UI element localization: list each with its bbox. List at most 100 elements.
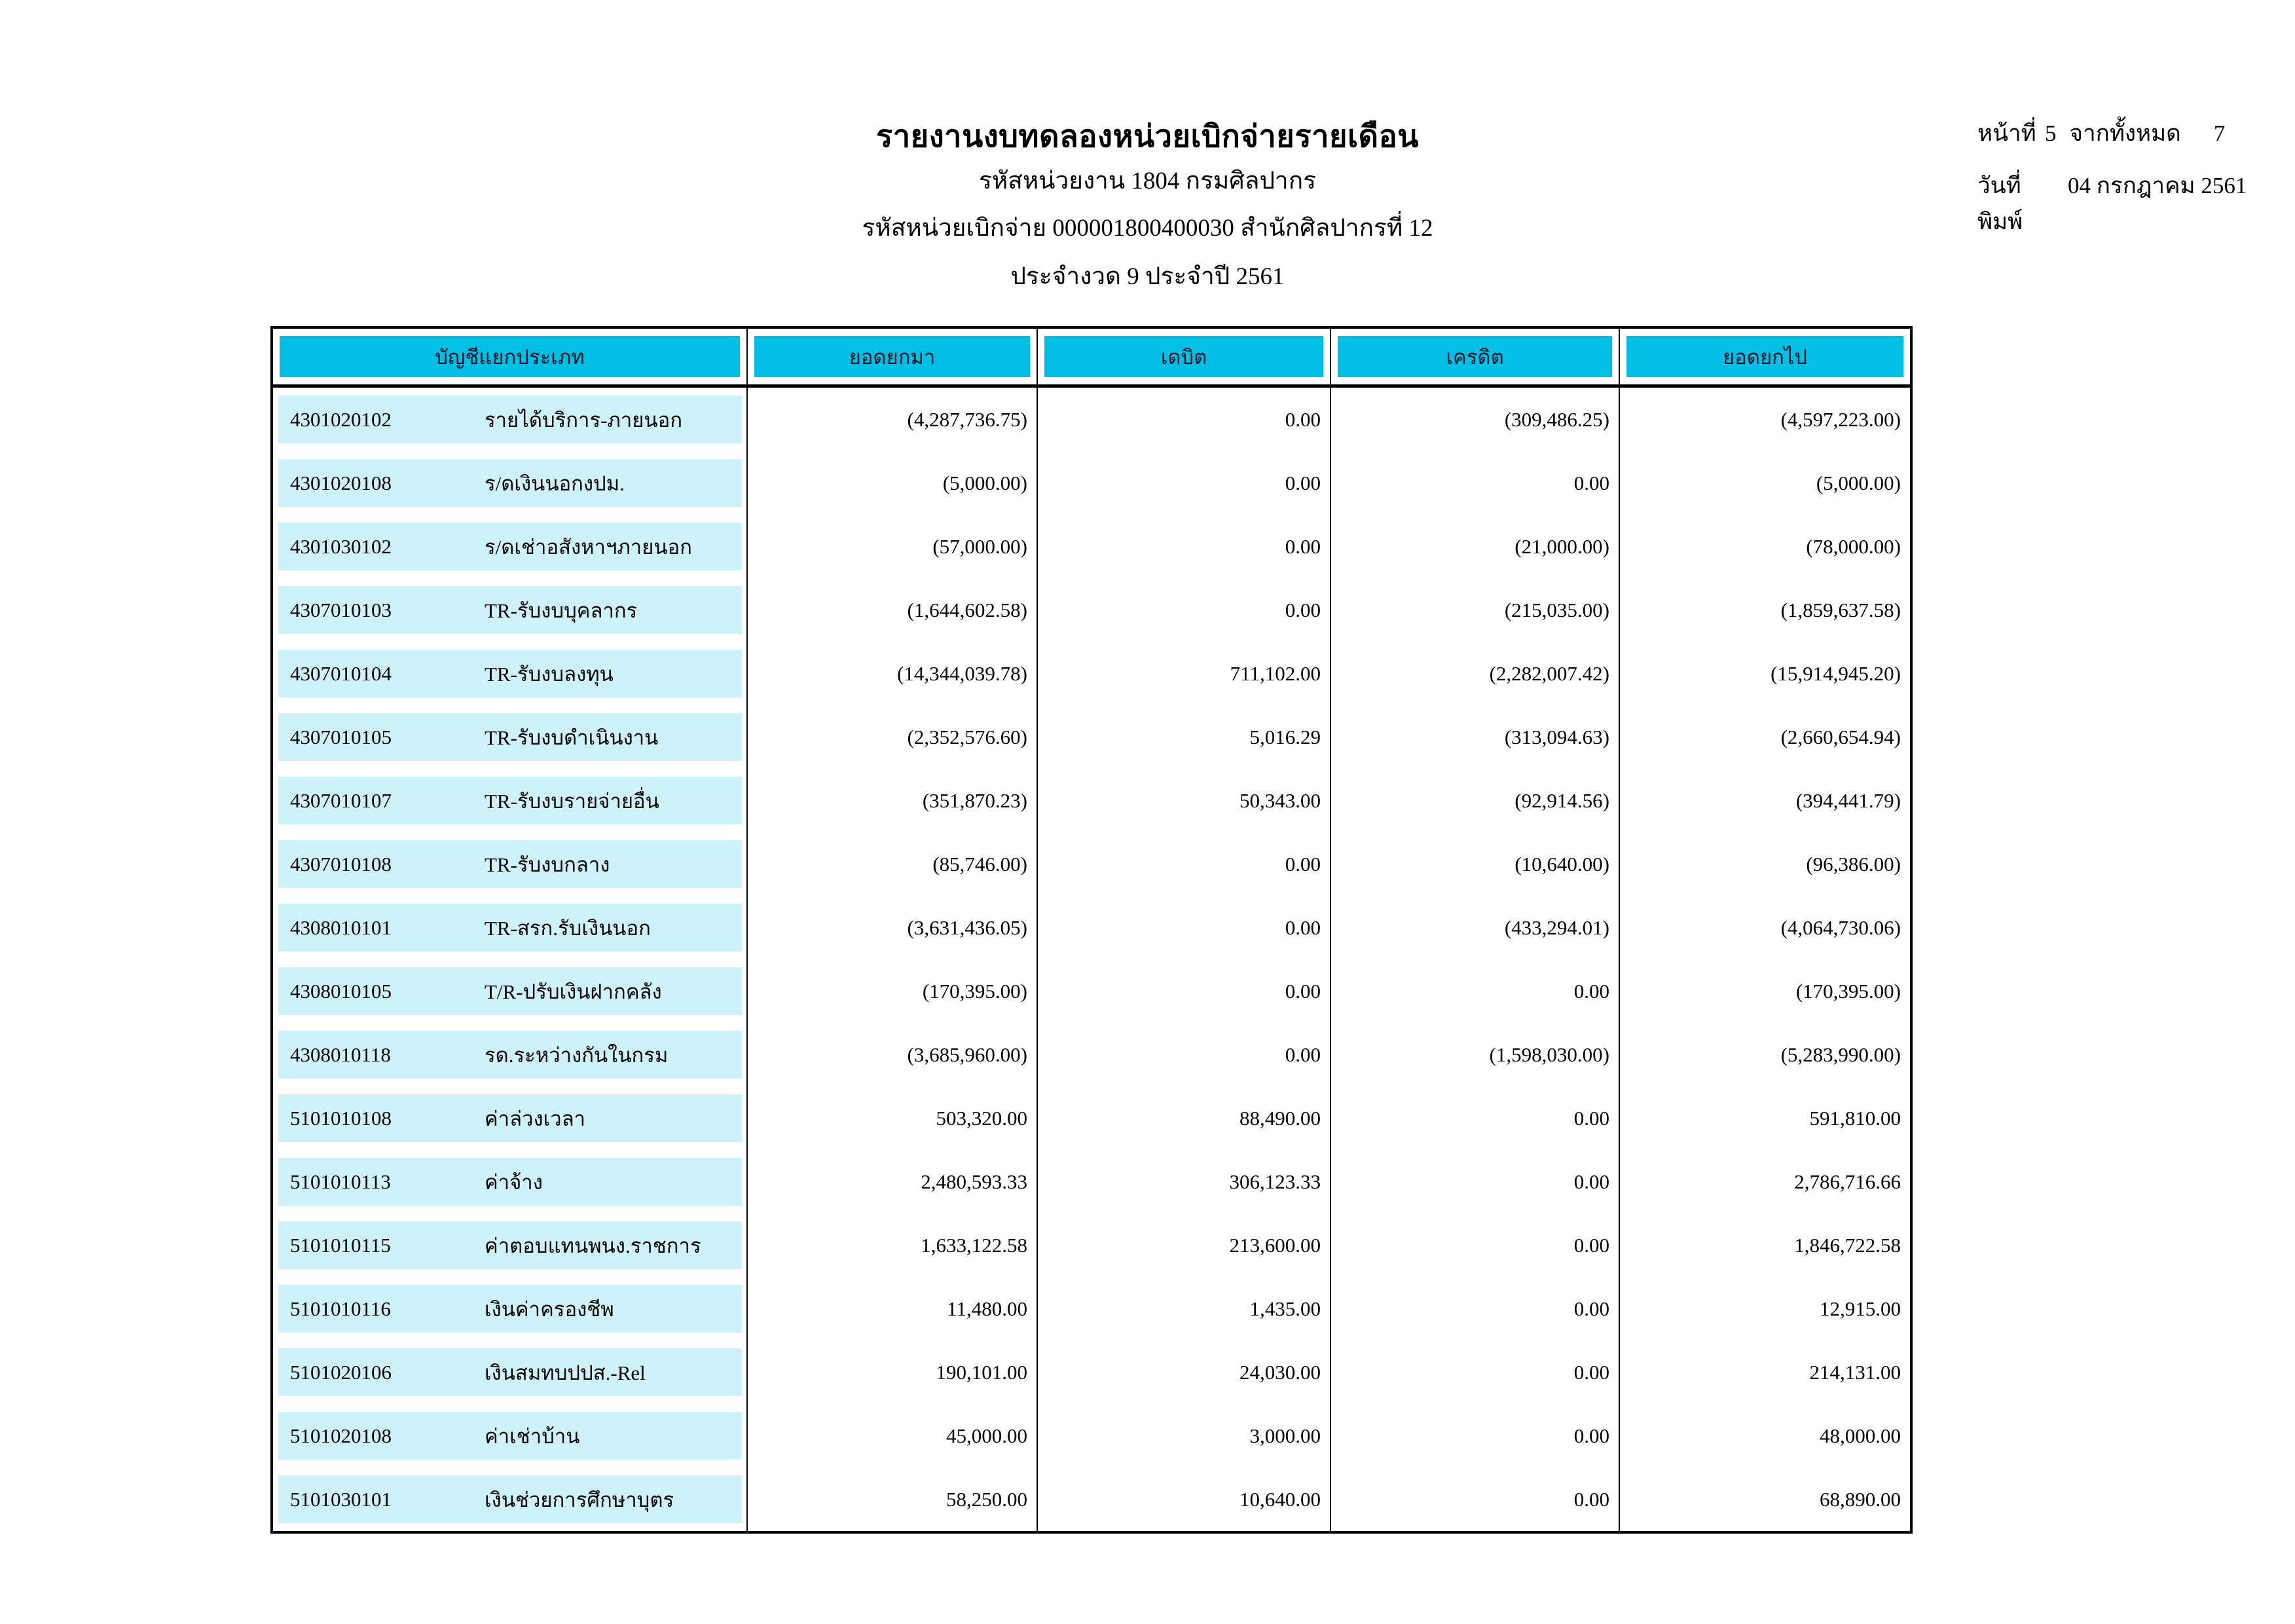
debit-value: 0.00: [1037, 578, 1330, 642]
account-cell: 4301030102 ร/ดเช่าอสังหาฯภายนอก: [273, 515, 746, 578]
account-code: 5101020106: [290, 1360, 392, 1384]
carry-forward-value: (57,000.00): [746, 515, 1037, 578]
column-header-credit: เครดิต: [1338, 336, 1612, 377]
credit-value: (92,914.56): [1330, 769, 1619, 832]
balance-value: 68,890.00: [1619, 1467, 1910, 1531]
account-name: ค่าเช่าบ้าน: [485, 1424, 580, 1448]
account-band: 4307010108 TR-รับงบกลาง: [278, 840, 742, 888]
carry-forward-value: 11,480.00: [746, 1277, 1037, 1340]
print-date-row: วันที่พิมพ์ 04 กรกฎาคม 2561: [1977, 168, 2259, 240]
account-cell: 4308010118 รด.ระหว่างกันในกรม: [273, 1023, 746, 1086]
account-band: 4307010105 TR-รับงบดำเนินงาน: [278, 713, 742, 761]
account-cell: 4301020108 ร/ดเงินนอกงปม.: [273, 451, 746, 515]
agency-line: รหัสหน่วยงาน 1804 กรมศิลปากร: [979, 168, 1316, 194]
table-row: 5101030101 เงินช่วยการศึกษาบุตร 58,250.0…: [273, 1467, 1910, 1531]
table-row: 4307010105 TR-รับงบดำเนินงาน (2,352,576.…: [273, 705, 1910, 769]
page-info: หน้าที่ 5 จากทั้งหมด 7 วันที่พิมพ์ 04 กร…: [1977, 115, 2259, 256]
account-cell: 5101010115 ค่าตอบแทนพนง.ราชการ: [273, 1213, 746, 1277]
account-band: 5101010108 ค่าล่วงเวลา: [278, 1094, 742, 1142]
credit-value: (309,486.25): [1330, 388, 1619, 451]
account-code: 5101010115: [290, 1233, 391, 1257]
balance-value: (78,000.00): [1619, 515, 1910, 578]
table-row: 5101020108 ค่าเช่าบ้าน 45,000.00 3,000.0…: [273, 1404, 1910, 1467]
carry-forward-value: 1,633,122.58: [746, 1213, 1037, 1277]
account-band: 5101020106 เงินสมทบปปส.-Rel: [278, 1348, 742, 1396]
account-code: 4301020108: [290, 471, 392, 494]
credit-value: (10,640.00): [1330, 832, 1619, 896]
table-body: 4301020102 รายได้บริการ-ภายนอก (4,287,73…: [273, 388, 1910, 1531]
account-name: เงินสมทบปปส.-Rel: [485, 1361, 646, 1384]
table-row: 5101010113 ค่าจ้าง 2,480,593.33 306,123.…: [273, 1150, 1910, 1213]
account-code: 4307010105: [290, 725, 392, 748]
credit-value: (313,094.63): [1330, 705, 1619, 769]
table-header-row: บัญชีแยกประเภท ยอดยกมา เดบิต เครดิต ยอดย…: [273, 329, 1910, 388]
debit-value: 0.00: [1037, 515, 1330, 578]
of-label: จากทั้งหมด: [2069, 120, 2181, 146]
account-band: 4307010103 TR-รับงบบุคลากร: [278, 586, 742, 634]
account-name: เงินช่วยการศึกษาบุตร: [485, 1488, 674, 1511]
balance-value: 2,786,716.66: [1619, 1150, 1910, 1213]
account-name: ค่าตอบแทนพนง.ราชการ: [485, 1234, 701, 1257]
header-cell-debit: เดบิต: [1037, 329, 1330, 384]
table-row: 4308010118 รด.ระหว่างกันในกรม (3,685,960…: [273, 1023, 1910, 1086]
table-row: 4308010105 T/R-ปรับเงินฝากคลัง (170,395.…: [273, 959, 1910, 1023]
carry-forward-value: (170,395.00): [746, 959, 1037, 1023]
account-cell: 4307010103 TR-รับงบบุคลากร: [273, 578, 746, 642]
account-band: 4307010107 TR-รับงบรายจ่ายอื่น: [278, 777, 742, 824]
table-row: 5101020106 เงินสมทบปปส.-Rel 190,101.00 2…: [273, 1340, 1910, 1404]
debit-value: 306,123.33: [1037, 1150, 1330, 1213]
print-date: 04 กรกฎาคม 2561: [2068, 173, 2247, 198]
table-row: 5101010108 ค่าล่วงเวลา 503,320.00 88,490…: [273, 1086, 1910, 1150]
carry-forward-value: (5,000.00): [746, 451, 1037, 515]
column-header-balance: ยอดยกไป: [1626, 336, 1903, 377]
header-cell-credit: เครดิต: [1330, 329, 1619, 384]
debit-value: 10,640.00: [1037, 1467, 1330, 1531]
carry-forward-value: (3,631,436.05): [746, 896, 1037, 959]
carry-forward-value: (1,644,602.58): [746, 578, 1037, 642]
total-pages: 7: [2213, 120, 2226, 146]
balance-value: (4,597,223.00): [1619, 388, 1910, 451]
debit-value: 0.00: [1037, 451, 1330, 515]
account-band: 5101030101 เงินช่วยการศึกษาบุตร: [278, 1475, 742, 1523]
carry-forward-value: (4,287,736.75): [746, 388, 1037, 451]
column-header-account: บัญชีแยกประเภท: [280, 336, 740, 377]
account-code: 5101010116: [290, 1297, 391, 1320]
credit-value: 0.00: [1330, 1340, 1619, 1404]
balance-value: 591,810.00: [1619, 1086, 1910, 1150]
account-band: 5101010115 ค่าตอบแทนพนง.ราชการ: [278, 1221, 742, 1269]
account-name: รด.ระหว่างกันในกรม: [485, 1043, 669, 1067]
credit-value: 0.00: [1330, 1277, 1619, 1340]
debit-value: 88,490.00: [1037, 1086, 1330, 1150]
report-title: รายงานงบทดลองหน่วยเบิกจ่ายรายเดือน: [876, 120, 1419, 154]
account-band: 4308010101 TR-สรก.รับเงินนอก: [278, 904, 742, 951]
trial-balance-table: บัญชีแยกประเภท ยอดยกมา เดบิต เครดิต ยอดย…: [270, 326, 1913, 1534]
credit-value: 0.00: [1330, 1404, 1619, 1467]
credit-value: 0.00: [1330, 1150, 1619, 1213]
account-cell: 5101030101 เงินช่วยการศึกษาบุตร: [273, 1467, 746, 1531]
carry-forward-value: 58,250.00: [746, 1467, 1037, 1531]
balance-value: (2,660,654.94): [1619, 705, 1910, 769]
table-row: 4307010107 TR-รับงบรายจ่ายอื่น (351,870.…: [273, 769, 1910, 832]
carry-forward-value: 503,320.00: [746, 1086, 1037, 1150]
payment-unit-line: รหัสหน่วยเบิกจ่าย 000001800400030 สำนักศ…: [862, 215, 1433, 242]
table-row: 4307010103 TR-รับงบบุคลากร (1,644,602.58…: [273, 578, 1910, 642]
debit-value: 0.00: [1037, 832, 1330, 896]
account-band: 5101020108 ค่าเช่าบ้าน: [278, 1412, 742, 1460]
carry-forward-value: (351,870.23): [746, 769, 1037, 832]
account-band: 4301020102 รายได้บริการ-ภายนอก: [278, 396, 742, 443]
account-cell: 5101010113 ค่าจ้าง: [273, 1150, 746, 1213]
balance-value: 12,915.00: [1619, 1277, 1910, 1340]
account-cell: 4307010108 TR-รับงบกลาง: [273, 832, 746, 896]
account-code: 4301020102: [290, 407, 392, 431]
account-name: ค่าล่วงเวลา: [485, 1107, 586, 1130]
account-name: TR-รับงบรายจ่ายอื่น: [485, 789, 659, 813]
account-cell: 4307010104 TR-รับงบลงทุน: [273, 642, 746, 705]
table-row: 4301030102 ร/ดเช่าอสังหาฯภายนอก (57,000.…: [273, 515, 1910, 578]
account-cell: 5101020106 เงินสมทบปปส.-Rel: [273, 1340, 746, 1404]
account-band: 5101010113 ค่าจ้าง: [278, 1158, 742, 1206]
account-band: 4308010118 รด.ระหว่างกันในกรม: [278, 1031, 742, 1079]
debit-value: 3,000.00: [1037, 1404, 1330, 1467]
balance-value: (5,283,990.00): [1619, 1023, 1910, 1086]
account-name: TR-รับงบบุคลากร: [485, 599, 638, 622]
carry-forward-value: (14,344,039.78): [746, 642, 1037, 705]
